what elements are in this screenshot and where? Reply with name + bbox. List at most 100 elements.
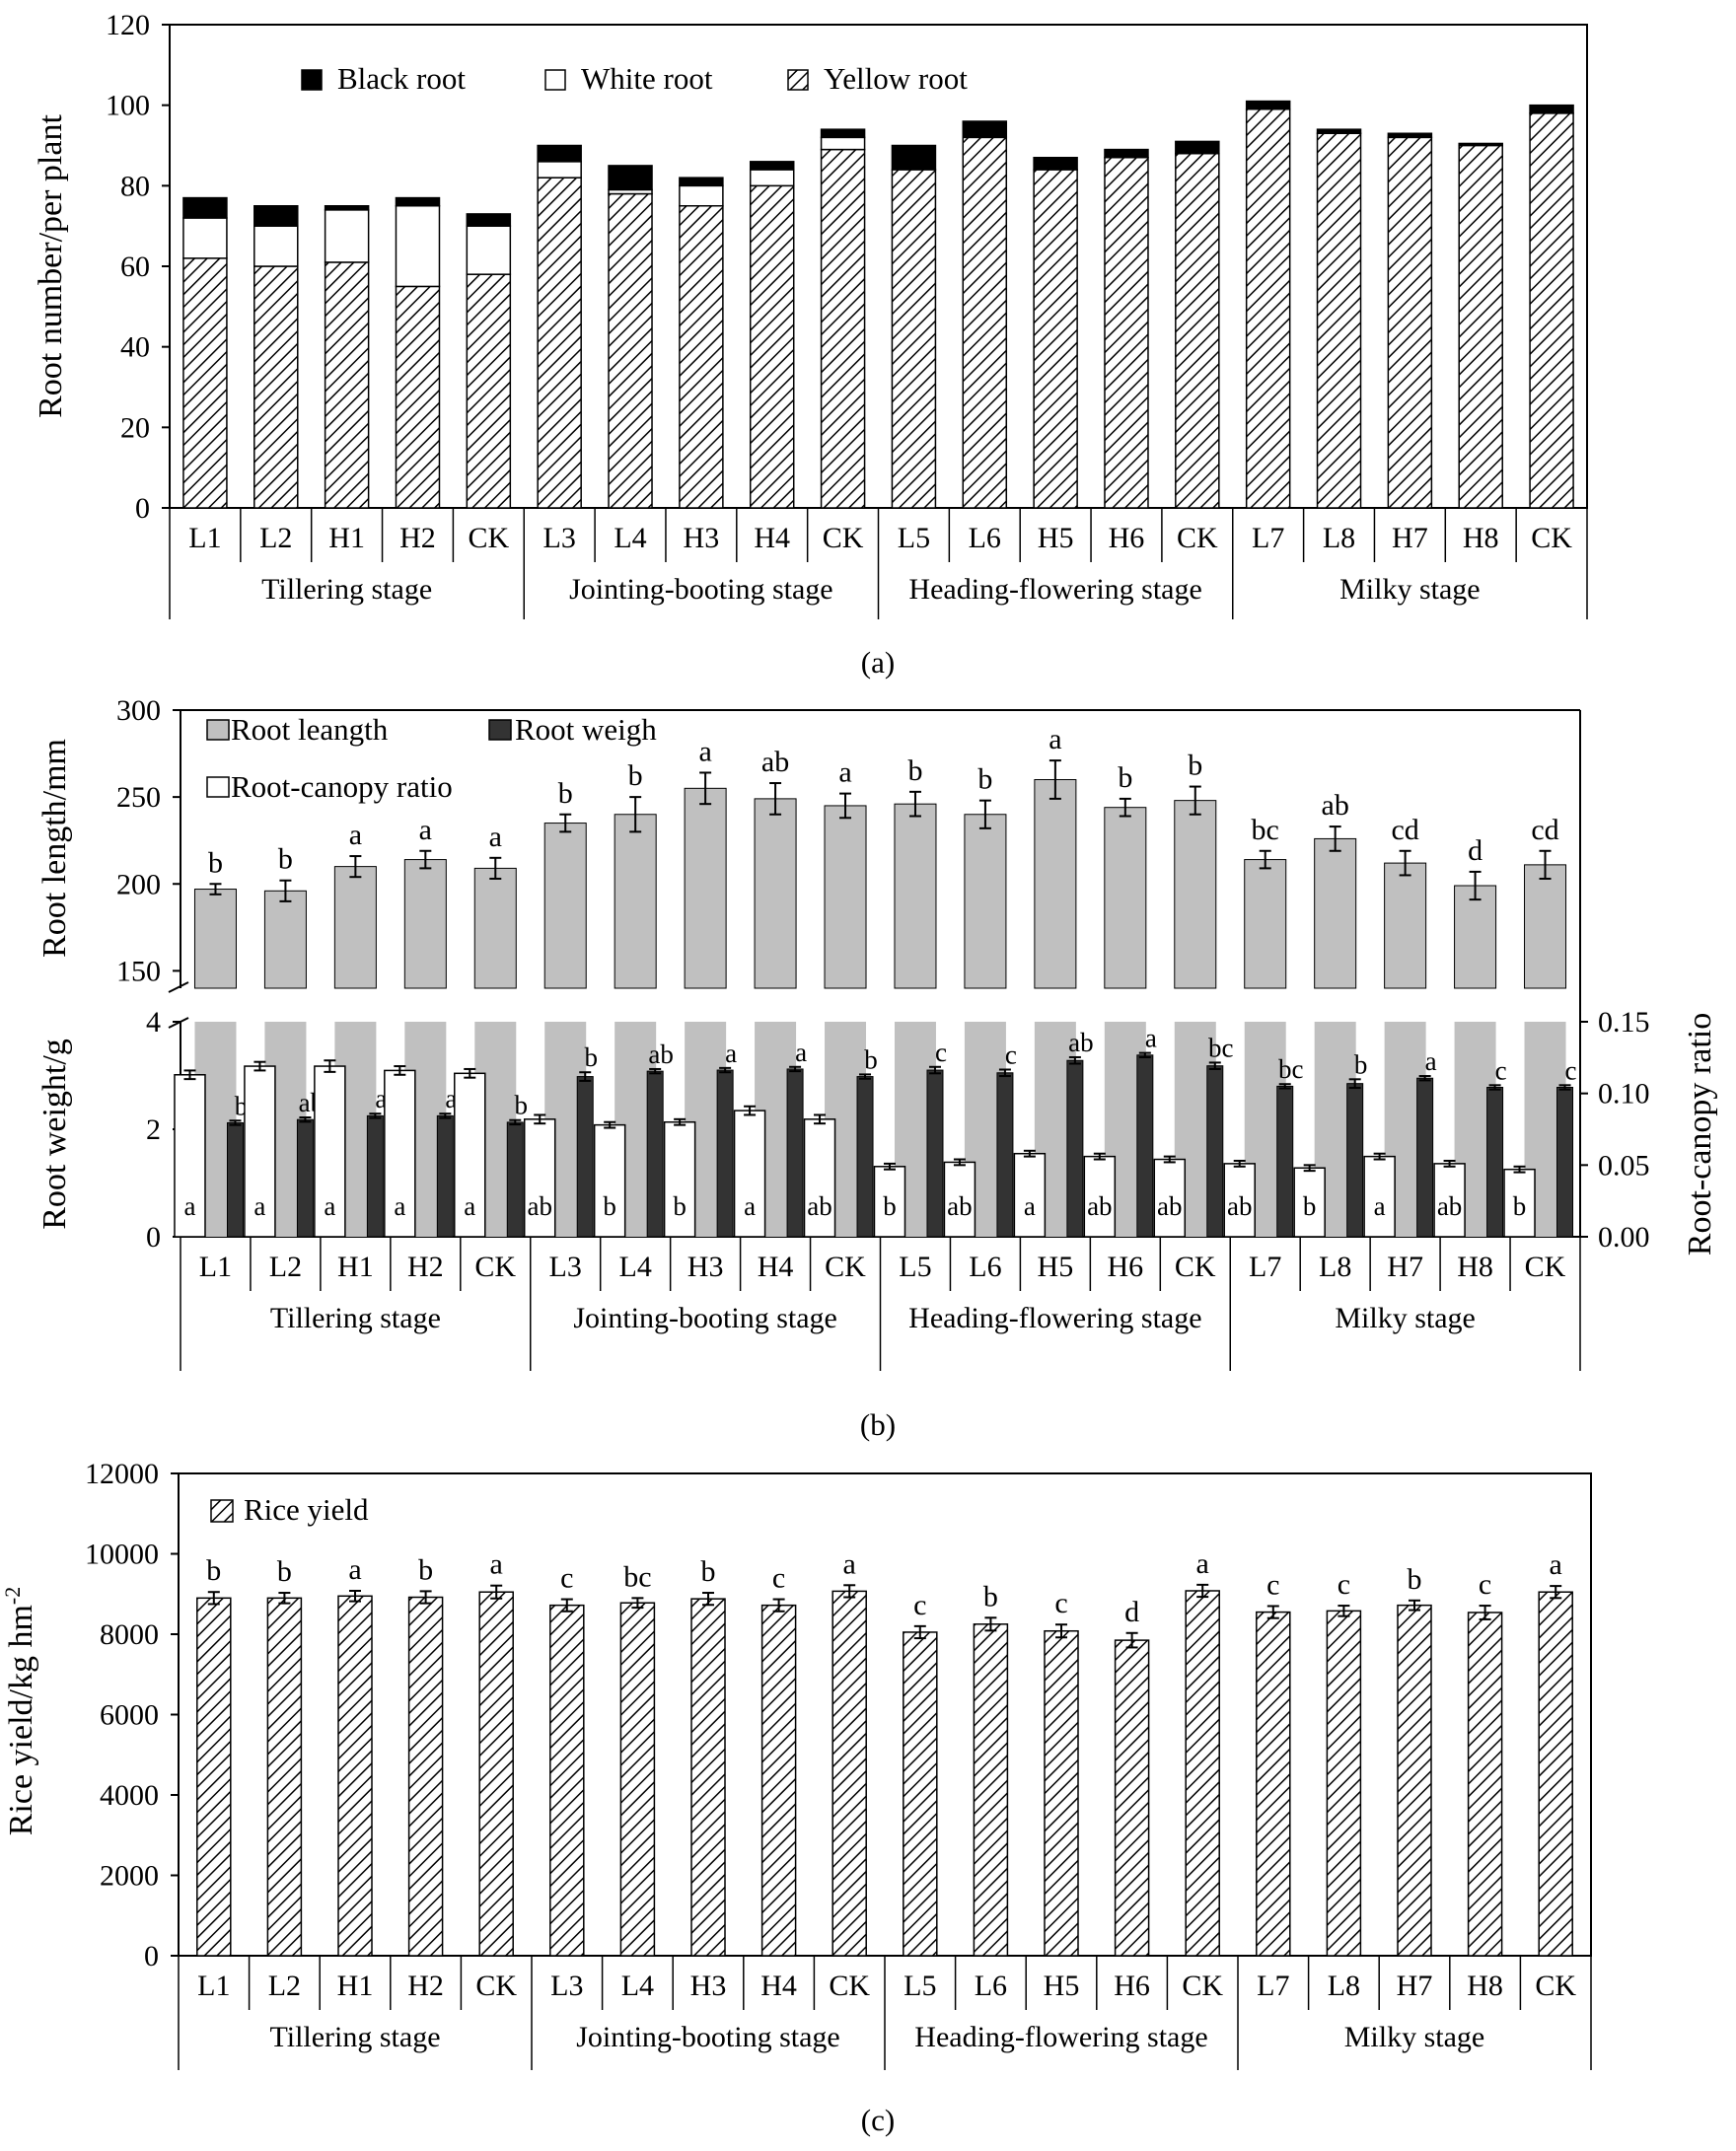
sig-letter-rice-yield: b — [206, 1554, 221, 1587]
bar-root-canopy-ratio — [803, 1118, 836, 1238]
sig-letter-root-canopy: ab — [1157, 1191, 1182, 1221]
bar-rice-yield — [1114, 1639, 1150, 1957]
y-tick-label: 10000 — [85, 1539, 159, 1571]
y-axis-label: Rice yield/kg hm-2 — [0, 1587, 39, 1836]
category-label: CK — [474, 1251, 516, 1283]
bar-root-canopy-ratio — [1293, 1167, 1326, 1238]
bar-black-root — [1316, 128, 1362, 135]
bar-yellow-root — [1387, 136, 1433, 509]
sig-letter-rice-yield: a — [348, 1553, 361, 1586]
group-label: Tillering stage — [270, 1302, 441, 1334]
bar-root-weight — [366, 1114, 384, 1238]
sig-letter-root-weight: a — [725, 1039, 737, 1068]
bar-white-root — [537, 161, 582, 179]
bar-white-root — [466, 225, 512, 275]
bar-root-weight — [856, 1076, 874, 1238]
bar-yellow-root — [1175, 152, 1220, 509]
sig-letter-root-canopy: ab — [527, 1191, 551, 1221]
category-label: L8 — [1319, 1251, 1351, 1283]
plot-frame — [178, 1472, 1592, 1957]
sig-letter-root-length: a — [419, 814, 432, 846]
sig-letter-root-canopy: a — [464, 1191, 475, 1221]
category-label: L2 — [268, 1970, 301, 2002]
sig-letter-root-length: a — [489, 821, 502, 853]
category-label: L5 — [899, 1251, 931, 1283]
bar-root-length — [964, 814, 1007, 989]
bar-yellow-root — [962, 136, 1008, 509]
sig-letter-root-canopy: a — [324, 1191, 335, 1221]
category-label: H8 — [1463, 522, 1499, 554]
bar-black-root — [891, 144, 937, 171]
legend-label: Root leangth — [231, 712, 389, 747]
sig-letter-rice-yield: b — [983, 1580, 998, 1613]
bar-root-weight — [716, 1069, 734, 1238]
group-label: Jointing-booting stage — [576, 2021, 839, 2053]
bar-yellow-root — [1458, 144, 1503, 509]
category-label: H4 — [760, 1970, 797, 2002]
bar-rice-yield — [337, 1595, 373, 1957]
y-tick-label: 12000 — [85, 1458, 159, 1490]
category-label: H4 — [758, 1251, 794, 1283]
bar-white-root — [324, 209, 370, 263]
bar-yellow-root — [395, 285, 441, 509]
y-tick-label-bottom: 4 — [146, 1006, 161, 1039]
bar-rice-yield — [478, 1591, 514, 1957]
y-tick-label: 100 — [106, 90, 150, 122]
bar-rice-yield — [1185, 1590, 1220, 1957]
legend-swatch — [544, 69, 566, 91]
sig-letter-root-length: b — [278, 843, 293, 876]
y-axis-label-bottom: Root weight/g — [36, 1039, 73, 1230]
bar-rice-yield — [407, 1596, 444, 1957]
sig-letter-root-canopy: ab — [1437, 1191, 1462, 1221]
sig-letter-root-canopy: a — [253, 1191, 265, 1221]
legend-swatch — [787, 69, 809, 91]
sig-letter-root-canopy: b — [1513, 1191, 1527, 1221]
bar-white-root — [253, 225, 299, 267]
category-label: H6 — [1114, 1970, 1150, 2002]
bar-yellow-root — [1104, 157, 1149, 509]
bar-yellow-root — [537, 177, 582, 509]
bar-root-length — [193, 889, 237, 989]
bar-black-root — [1245, 100, 1291, 110]
bar-root-weight — [1276, 1085, 1294, 1238]
legend-label: Root weigh — [515, 712, 657, 747]
sig-letter-root-length: b — [208, 846, 223, 879]
bar-black-root — [1033, 157, 1078, 171]
sig-letter-root-length: ab — [761, 746, 789, 778]
y-tick-label-right: 0.00 — [1598, 1221, 1650, 1254]
y-axis-label-superscript: -2 — [0, 1587, 25, 1605]
y-tick-label: 8000 — [100, 1618, 159, 1651]
bar-rice-yield — [1044, 1629, 1079, 1957]
bar-root-length — [1034, 779, 1077, 989]
y-tick-label: 6000 — [100, 1699, 159, 1732]
group-label: Tillering stage — [261, 573, 432, 606]
bar-yellow-root — [466, 273, 512, 509]
bar-black-root — [537, 144, 582, 163]
sig-letter-root-weight: b — [1354, 1049, 1368, 1079]
sig-letter-rice-yield: c — [1338, 1568, 1350, 1601]
bar-black-root — [608, 165, 653, 191]
bar-rice-yield — [549, 1604, 585, 1957]
bar-yellow-root — [182, 257, 228, 509]
sig-letter-root-length: bc — [1252, 814, 1279, 846]
bar-root-length — [1384, 862, 1427, 989]
y-tick-label-top: 200 — [116, 868, 161, 900]
group-label: Heading-flowering stage — [908, 1302, 1201, 1334]
y-tick-label: 2000 — [100, 1860, 159, 1893]
sig-letter-root-length: ab — [1322, 789, 1349, 822]
category-label: CK — [825, 1251, 866, 1283]
bar-yellow-root — [1033, 169, 1078, 509]
category-label: L4 — [621, 1970, 654, 2002]
y-axis-label-right: Root-canopy ratio — [1682, 1013, 1718, 1255]
sig-letter-root-canopy: b — [603, 1191, 616, 1221]
bar-black-root — [749, 161, 795, 171]
bar-rice-yield — [903, 1631, 938, 1957]
category-label: L6 — [975, 1970, 1007, 2002]
bar-rice-yield — [832, 1590, 867, 1957]
legend-swatch-root-length — [206, 719, 230, 741]
bar-yellow-root — [608, 192, 653, 509]
y-tick-label: 20 — [120, 411, 150, 444]
sig-letter-root-weight: a — [1425, 1046, 1437, 1076]
panel-label: (c) — [861, 2103, 895, 2137]
sig-letter-root-canopy: a — [744, 1191, 756, 1221]
